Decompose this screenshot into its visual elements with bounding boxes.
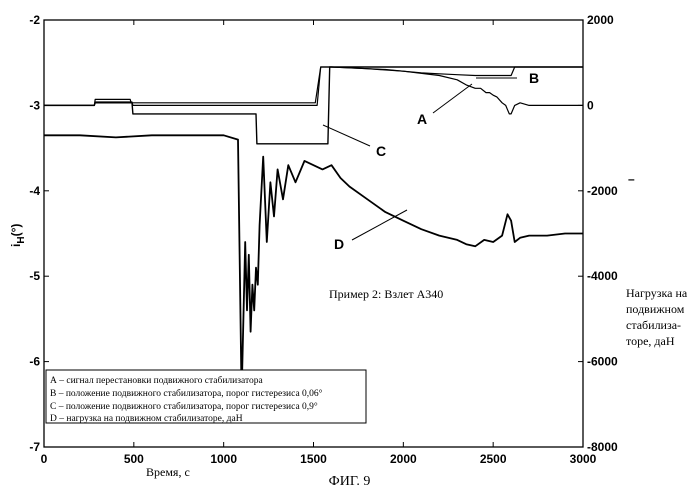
y-axis-right-dash: – — [628, 172, 635, 186]
y-left-tick-label: -7 — [29, 440, 40, 454]
y-axis-right-label-line: стабилиза- — [626, 318, 681, 332]
callout-label-d: D — [334, 236, 344, 252]
callout-leader-d — [352, 210, 407, 240]
callout-label-a: A — [417, 111, 427, 127]
callout-leader-c — [323, 125, 370, 146]
x-tick-label: 1500 — [300, 452, 327, 466]
y-right-tick-label: -8000 — [587, 440, 618, 454]
x-tick-label: 2000 — [390, 452, 417, 466]
y-axis-left-label-sub: H — [16, 236, 27, 243]
y-left-tick-label: -4 — [29, 184, 40, 198]
svg-text:iH(°): iH(°) — [9, 224, 27, 247]
series-line-a — [44, 67, 583, 114]
y-left-tick-label: -5 — [29, 269, 40, 283]
legend-entry: А – сигнал перестановки подвижного стаби… — [50, 375, 263, 386]
x-tick-label: 500 — [124, 452, 144, 466]
x-tick-label: 1000 — [210, 452, 237, 466]
x-tick-label: 3000 — [570, 452, 597, 466]
y-axis-right-label-line: Нагрузка на — [626, 286, 688, 300]
chart-title: Пример 2: Взлет А340 — [329, 287, 443, 301]
y-axis-left-label-unit: (°) — [9, 224, 23, 237]
y-left-tick-label: -3 — [29, 98, 40, 112]
legend-entry: В – положение подвижного стабилизатора, … — [50, 388, 323, 399]
y-axis-left-label: iH(°) — [9, 224, 27, 247]
callout-label-c: C — [376, 143, 386, 159]
y-left-tick-label: -2 — [29, 13, 40, 27]
y-right-tick-label: 0 — [587, 98, 594, 112]
legend-entry: D – нагрузка на подвижном стабилизаторе,… — [50, 413, 243, 424]
x-tick-label: 0 — [41, 452, 48, 466]
callout-leader-a — [433, 84, 472, 113]
y-axis-right-label-line: торе, даН — [626, 334, 675, 348]
y-right-tick-label: -4000 — [587, 269, 618, 283]
legend-entry: С – положение подвижного стабилизатора, … — [50, 401, 318, 412]
series-line-d — [44, 135, 583, 396]
figure-caption: ФИГ. 9 — [0, 474, 699, 490]
y-right-tick-label: -6000 — [587, 355, 618, 369]
y-axis-right-label: Нагрузка на подвижном стабилиза- торе, д… — [626, 286, 688, 348]
callout-label-b: B — [529, 70, 539, 86]
legend: А – сигнал перестановки подвижного стаби… — [46, 370, 366, 424]
y-right-tick-label: -2000 — [587, 184, 618, 198]
x-tick-label: 2500 — [480, 452, 507, 466]
y-right-tick-label: 2000 — [587, 13, 614, 27]
y-axis-right-label-line: подвижном — [626, 302, 685, 316]
y-left-tick-label: -6 — [29, 355, 40, 369]
